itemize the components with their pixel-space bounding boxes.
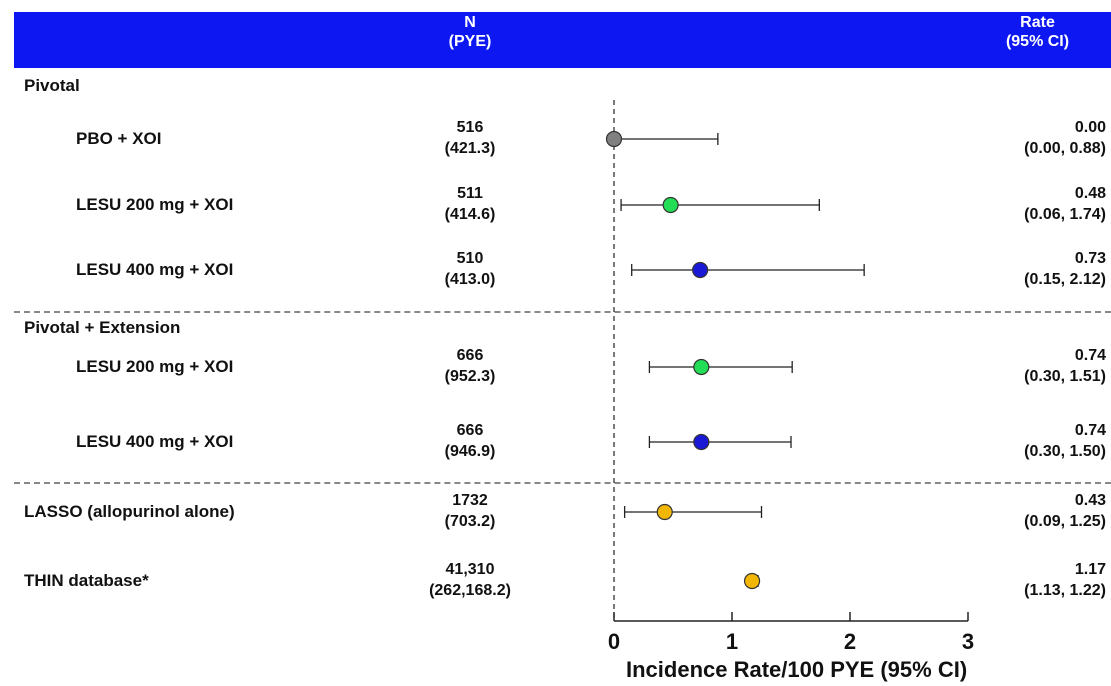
header-n-label: N (PYE) [448, 14, 492, 50]
row-ci: (0.06, 1.74) [1024, 206, 1106, 223]
section-title-pivotal: Pivotal [24, 76, 80, 95]
row-pye: (414.6) [444, 206, 496, 223]
row-n: 510 [456, 250, 484, 267]
row-n: 666 [456, 422, 484, 439]
row-label: PBO + XOI [76, 129, 162, 148]
row-rate-ci: 0.74 (0.30, 1.50) [966, 420, 1106, 462]
x-tick-label: 2 [844, 629, 856, 654]
row-rate-ci: 1.17 (1.13, 1.22) [966, 559, 1106, 601]
row-rate-ci: 0.00 (0.00, 0.88) [966, 117, 1106, 159]
row-label: LASSO (allopurinol alone) [24, 502, 235, 521]
row-n-pye: 516 (421.3) [400, 117, 540, 159]
row-ci: (0.00, 0.88) [1024, 140, 1106, 157]
row-rate: 0.74 [1074, 422, 1106, 439]
row-n: 1732 [452, 492, 488, 509]
point-estimate [743, 572, 761, 590]
row-ci: (0.30, 1.51) [1024, 368, 1106, 385]
row-pye: (262,168.2) [429, 582, 511, 599]
row-n: 41,310 [445, 561, 495, 578]
point-estimate [662, 196, 679, 214]
row-pye: (946.9) [444, 443, 496, 460]
point-estimate [656, 503, 673, 521]
row-rate-ci: 0.74 (0.30, 1.51) [966, 345, 1106, 387]
section-divider [14, 311, 1111, 313]
row-n-pye: 41,310 (262,168.2) [400, 559, 540, 601]
row-rate: 0.43 [1074, 492, 1106, 509]
row-rate: 0.00 [1074, 119, 1106, 136]
row-label: THIN database* [24, 571, 149, 590]
row-n: 666 [456, 347, 484, 364]
row-n-pye: 666 (952.3) [400, 345, 540, 387]
point-estimate [605, 130, 623, 148]
row-n-pye: 666 (946.9) [400, 420, 540, 462]
row-rate: 0.48 [1074, 185, 1106, 202]
row-n: 511 [457, 185, 483, 202]
row-label: LESU 400 mg + XOI [76, 432, 234, 451]
point-estimate [692, 261, 709, 279]
row-rate: 0.74 [1074, 347, 1106, 364]
row-rate-ci: 0.48 (0.06, 1.74) [966, 183, 1106, 225]
x-tick-label: 0 [608, 629, 620, 654]
section-title-pivotal-extension: Pivotal + Extension [24, 318, 181, 337]
row-rate: 0.73 [1074, 250, 1106, 267]
row-n-pye: 1732 (703.2) [400, 490, 540, 532]
row-pye: (703.2) [444, 513, 496, 530]
x-tick-label: 3 [962, 629, 974, 654]
row-label: LESU 200 mg + XOI [76, 195, 234, 214]
row-pye: (952.3) [444, 368, 496, 385]
table-header [14, 12, 1111, 68]
x-tick-label: 1 [726, 629, 738, 654]
row-label: LESU 200 mg + XOI [76, 357, 234, 376]
row-rate: 1.17 [1074, 561, 1106, 578]
row-ci: (0.30, 1.50) [1024, 443, 1106, 460]
point-estimate [693, 433, 710, 451]
row-ci: (0.09, 1.25) [1024, 513, 1106, 530]
point-estimate [693, 358, 710, 376]
row-n-pye: 511 (414.6) [400, 183, 540, 225]
row-n: 516 [456, 119, 484, 136]
section-divider [14, 482, 1111, 484]
header-rate-label: Rate (95% CI) [1005, 14, 1070, 50]
x-axis-label: Incidence Rate/100 PYE (95% CI) [626, 657, 968, 682]
row-n-pye: 510 (413.0) [400, 248, 540, 290]
row-rate-ci: 0.43 (0.09, 1.25) [966, 490, 1106, 532]
row-pye: (421.3) [444, 140, 496, 157]
row-ci: (1.13, 1.22) [1024, 582, 1106, 599]
row-label: LESU 400 mg + XOI [76, 260, 234, 279]
row-rate-ci: 0.73 (0.15, 2.12) [966, 248, 1106, 290]
row-pye: (413.0) [444, 271, 496, 288]
row-ci: (0.15, 2.12) [1024, 271, 1106, 288]
